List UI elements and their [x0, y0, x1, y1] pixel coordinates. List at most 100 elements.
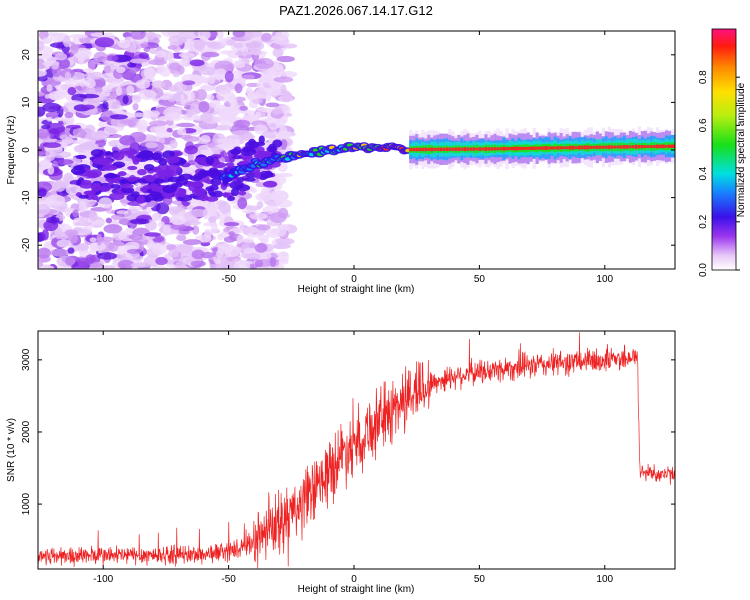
spectral-blob	[78, 53, 85, 66]
spectral-blob	[76, 243, 89, 251]
spectral-blob	[262, 180, 278, 188]
spectral-blob	[265, 102, 280, 108]
band-segment	[526, 146, 530, 150]
spectral-blob	[65, 184, 80, 196]
spectral-blob	[84, 72, 94, 78]
x-tick-label: -50	[221, 274, 236, 285]
spectral-blob	[272, 107, 284, 115]
band-segment	[412, 147, 416, 152]
spectral-blob	[90, 183, 102, 192]
spectral-blob	[143, 67, 156, 79]
spectral-blob	[235, 51, 252, 56]
band-segment	[502, 146, 506, 151]
spectral-blob	[62, 118, 73, 125]
spectral-blob	[46, 84, 53, 92]
spectral-blob	[84, 124, 96, 134]
spectral-blob	[178, 52, 196, 58]
spectral-blob	[189, 175, 203, 181]
spectral-blob	[112, 109, 125, 115]
spectral-blob	[205, 155, 215, 165]
spectral-blob	[247, 31, 263, 38]
snr-series-line	[38, 332, 675, 569]
spectral-blob	[274, 172, 293, 178]
spectral-blob	[129, 67, 139, 73]
spectral-blob	[228, 231, 236, 237]
spectral-blob	[183, 135, 200, 142]
spectral-blob	[251, 98, 263, 104]
spectral-blob	[54, 227, 63, 240]
spectral-blob	[174, 260, 186, 269]
spectral-blob	[162, 224, 171, 237]
spectral-blob	[88, 169, 102, 178]
spectral-blob	[157, 221, 166, 228]
top-x-axis-label: Height of straight line (km)	[298, 284, 415, 295]
spectral-blob	[78, 200, 87, 213]
spectral-blob	[110, 241, 125, 246]
spectral-blob	[140, 150, 153, 159]
spectral-blob	[220, 231, 230, 238]
spectral-blob	[125, 85, 135, 96]
spectral-blob	[254, 243, 268, 253]
spectral-blob	[152, 235, 165, 243]
spectral-blob	[210, 177, 222, 186]
band-segment	[646, 145, 651, 148]
spectral-blob	[256, 224, 271, 231]
x-tick-label: 100	[596, 574, 613, 585]
band-segment	[496, 147, 500, 151]
spectral-blob	[119, 135, 136, 146]
spectral-blob	[130, 191, 140, 198]
spectral-blob	[110, 184, 121, 189]
spectral-blob	[217, 109, 236, 121]
spectral-blob	[215, 143, 235, 148]
spectral-blob	[170, 214, 187, 226]
spectral-blob	[182, 239, 202, 245]
spectral-blob	[176, 127, 187, 136]
spectral-blob	[260, 251, 272, 260]
spectral-blob	[240, 147, 256, 156]
spectral-blob	[197, 31, 211, 41]
spectral-blob	[249, 212, 268, 220]
spectral-blob	[129, 218, 150, 225]
band-segment	[598, 145, 603, 149]
spectral-blob	[258, 170, 274, 179]
spectral-blob	[110, 214, 125, 221]
spectral-blob	[273, 243, 292, 250]
snr-plot-area	[38, 332, 675, 569]
band-segment	[427, 147, 431, 151]
x-tick-label: -100	[93, 274, 113, 285]
spectral-blob	[65, 124, 81, 130]
spectral-blob	[135, 79, 151, 89]
spectral-blob	[149, 125, 166, 134]
spectral-blob	[216, 249, 224, 259]
spectral-blob	[53, 180, 66, 192]
spectral-blob	[257, 234, 270, 242]
bottom-plot-frame	[37, 330, 676, 570]
spectral-blob	[200, 200, 209, 206]
spectral-blob	[104, 65, 112, 74]
y-tick-label: -20	[21, 238, 32, 253]
spectral-blob	[117, 259, 135, 269]
y-tick-label: -10	[21, 190, 32, 205]
band-segment	[409, 147, 413, 152]
band-segment	[469, 147, 473, 151]
spectral-blob	[38, 92, 45, 97]
spectral-blob	[64, 229, 79, 236]
spectral-blob	[254, 124, 268, 135]
band-segment	[532, 146, 536, 150]
spectral-blob	[201, 51, 220, 58]
spectral-blob	[112, 152, 125, 161]
spectral-blob	[59, 134, 69, 141]
band-segment	[670, 144, 675, 148]
spectral-blob	[280, 138, 288, 151]
spectral-blob	[193, 39, 205, 51]
spectral-blob	[68, 34, 88, 39]
band-segment	[523, 146, 527, 150]
spectral-blob	[73, 47, 92, 60]
spectral-blob	[137, 89, 157, 100]
spectral-blob	[41, 228, 49, 241]
band-segment	[505, 147, 509, 151]
band-segment	[478, 147, 482, 151]
spectral-blob	[128, 122, 135, 128]
spectral-blob	[127, 62, 137, 68]
